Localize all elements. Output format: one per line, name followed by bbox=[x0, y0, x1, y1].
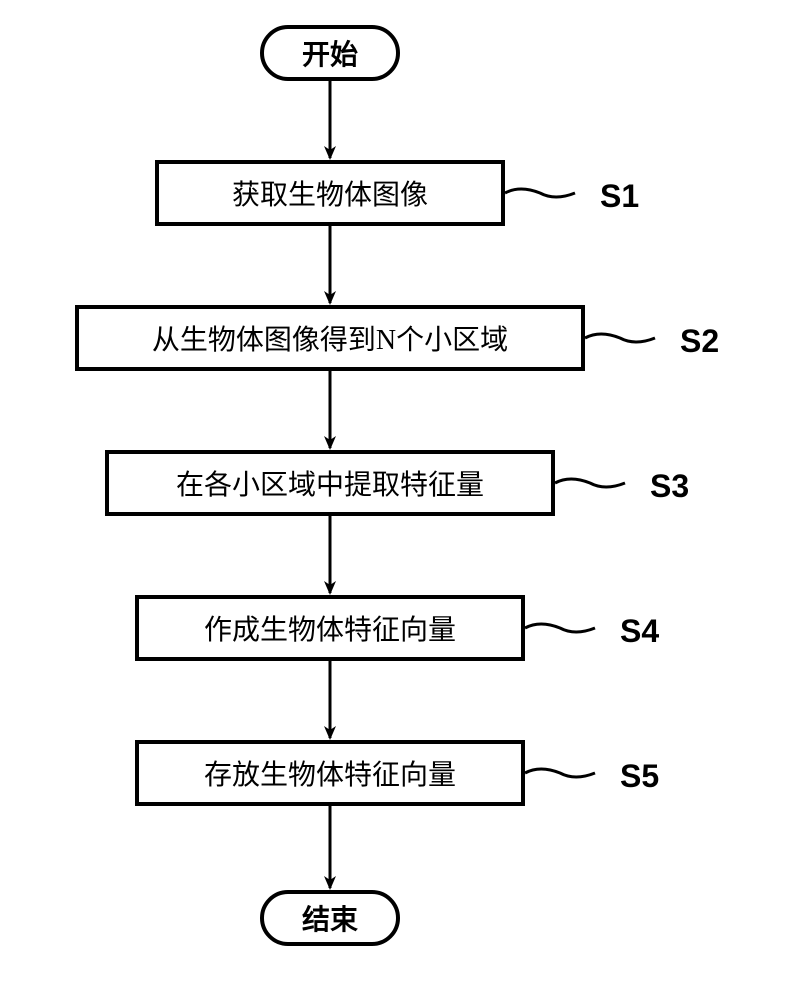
process-s2-label: 从生物体图像得到N个小区域 bbox=[152, 318, 508, 358]
step-label-s3-text: S3 bbox=[650, 468, 689, 504]
process-s5: 存放生物体特征向量 bbox=[135, 740, 525, 806]
start-label: 开始 bbox=[302, 33, 358, 73]
flowchart-canvas: 开始 获取生物体图像 从生物体图像得到N个小区域 在各小区域中提取特征量 作成生… bbox=[0, 0, 807, 1000]
step-label-s3: S3 bbox=[650, 468, 689, 505]
process-s4-label: 作成生物体特征向量 bbox=[204, 608, 456, 648]
process-s3-label: 在各小区域中提取特征量 bbox=[176, 463, 484, 503]
process-s4: 作成生物体特征向量 bbox=[135, 595, 525, 661]
end-label: 结束 bbox=[302, 898, 358, 938]
process-s2: 从生物体图像得到N个小区域 bbox=[75, 305, 585, 371]
step-label-s1-text: S1 bbox=[600, 178, 639, 214]
step-label-s2-text: S2 bbox=[680, 323, 719, 359]
step-label-s1: S1 bbox=[600, 178, 639, 215]
step-label-s2: S2 bbox=[680, 323, 719, 360]
start-terminal: 开始 bbox=[260, 25, 400, 81]
process-s1: 获取生物体图像 bbox=[155, 160, 505, 226]
process-s3: 在各小区域中提取特征量 bbox=[105, 450, 555, 516]
step-label-s5: S5 bbox=[620, 758, 659, 795]
step-label-s4: S4 bbox=[620, 613, 659, 650]
step-label-s4-text: S4 bbox=[620, 613, 659, 649]
process-s1-label: 获取生物体图像 bbox=[232, 173, 428, 213]
end-terminal: 结束 bbox=[260, 890, 400, 946]
step-label-s5-text: S5 bbox=[620, 758, 659, 794]
process-s5-label: 存放生物体特征向量 bbox=[204, 753, 456, 793]
